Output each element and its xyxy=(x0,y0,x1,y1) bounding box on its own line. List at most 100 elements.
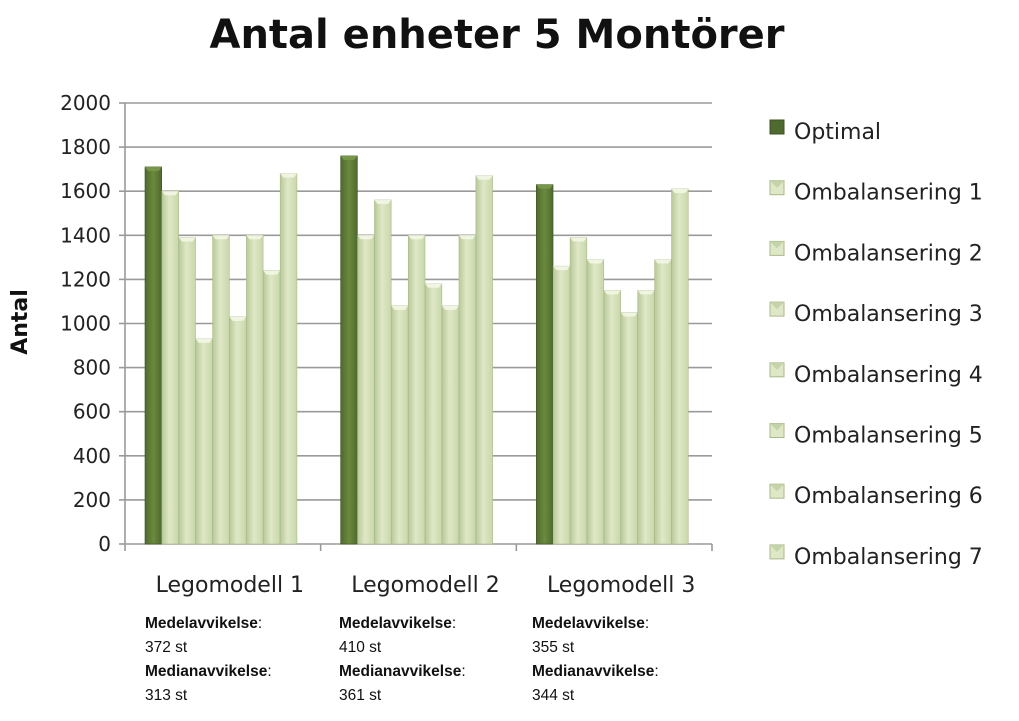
bar-ombalansering-3-legomodell-2 xyxy=(391,305,409,545)
y-tick-label: 1600 xyxy=(60,179,111,203)
bar-cap xyxy=(280,173,297,178)
bar-cap xyxy=(408,235,425,240)
mean-deviation-value: 355 st xyxy=(532,639,575,656)
bar-cap xyxy=(340,155,358,160)
bar-cap xyxy=(654,259,672,264)
bar-cap xyxy=(603,290,621,295)
mean-deviation-value: 410 st xyxy=(339,639,382,656)
bar-ombalansering-4-legomodell-3 xyxy=(603,290,621,545)
bar-cap xyxy=(442,305,459,310)
x-category-label: Legomodell 1 xyxy=(156,573,304,598)
y-tick-label: 1800 xyxy=(60,135,111,159)
legend-label: Ombalansering 5 xyxy=(794,424,983,449)
bar-ombalansering-7-legomodell-2 xyxy=(458,235,476,545)
bar-ombalansering-1-legomodell-1 xyxy=(161,190,179,545)
bar-ombalansering-6-legomodell-2 xyxy=(441,305,460,545)
mean-deviation-label: Medelavvikelse xyxy=(339,615,452,632)
legend-swatch-bevel xyxy=(770,544,784,552)
legend-swatch xyxy=(769,119,785,135)
bar-cap xyxy=(475,175,493,180)
bar-ombalansering-3-legomodell-1 xyxy=(195,338,213,545)
bar-ombalansering-6-legomodell-3 xyxy=(637,290,655,545)
bar-ombalansering-5-legomodell-2 xyxy=(424,283,443,545)
median-deviation-value: 313 st xyxy=(145,687,188,704)
y-tick-label: 0 xyxy=(98,532,111,556)
bar-ombalansering-2-legomodell-1 xyxy=(178,237,196,545)
mean-deviation-value: 372 st xyxy=(145,639,188,656)
stats-legomodell-3: Medelavvikelse: 355 st Medianavvikelse: … xyxy=(532,612,712,708)
bar-ombalansering-1-legomodell-2 xyxy=(357,235,375,545)
stats-legomodell-1: Medelavvikelse: 372 st Medianavvikelse: … xyxy=(145,612,325,708)
bar-cap xyxy=(620,312,638,317)
bar-optimal-legomodell-2 xyxy=(340,155,358,545)
bar-cap xyxy=(195,338,213,343)
legend-swatch-bevel xyxy=(770,362,784,370)
bar-cap xyxy=(458,235,476,240)
y-tick-label: 400 xyxy=(73,444,111,468)
mean-deviation-label: Medelavvikelse xyxy=(145,615,258,632)
bar-cap xyxy=(553,266,570,271)
x-category-label: Legomodell 3 xyxy=(547,573,695,598)
bar-optimal-legomodell-3 xyxy=(536,184,554,545)
y-tick-label: 600 xyxy=(73,400,111,424)
legend-swatch-bevel xyxy=(770,180,784,188)
legend-swatch-bevel xyxy=(770,423,784,431)
y-tick-label: 1000 xyxy=(60,312,111,336)
x-category-label: Legomodell 2 xyxy=(351,573,499,598)
legend-label: Ombalansering 3 xyxy=(794,302,983,327)
median-deviation-value: 361 st xyxy=(339,687,382,704)
bar-cap xyxy=(391,305,409,310)
legend-swatch-bevel xyxy=(770,241,784,249)
legend-swatch-bevel xyxy=(770,484,784,492)
legend-label: Ombalansering 1 xyxy=(794,181,983,206)
x-axis-categories: Legomodell 1 Legomodell 2 Legomodell 3 xyxy=(124,544,713,598)
legend-label: Ombalansering 7 xyxy=(794,545,983,570)
bar-cap xyxy=(212,235,230,240)
bar-ombalansering-6-legomodell-1 xyxy=(246,235,264,545)
bar-cap xyxy=(263,270,280,275)
bar-ombalansering-8-legomodell-2 xyxy=(475,175,493,545)
bar-cap xyxy=(145,166,162,171)
y-tick-label: 800 xyxy=(73,356,111,380)
bar-ombalansering-7-legomodell-1 xyxy=(262,270,281,545)
bar-ombalansering-2-legomodell-2 xyxy=(374,199,392,545)
legend-label: Ombalansering 6 xyxy=(794,484,983,509)
bar-cap xyxy=(671,188,689,193)
legend-label: Optimal xyxy=(794,120,881,145)
bar-ombalansering-1-legomodell-3 xyxy=(552,265,571,545)
median-deviation-value: 344 st xyxy=(532,687,575,704)
bar-ombalansering-5-legomodell-3 xyxy=(620,312,638,545)
legend-swatch-bevel xyxy=(770,302,784,310)
bar-ombalansering-4-legomodell-2 xyxy=(407,235,426,545)
bars xyxy=(144,155,689,545)
bar-cap xyxy=(637,290,655,295)
stats-legomodell-2: Medelavvikelse: 410 st Medianavvikelse: … xyxy=(339,612,519,708)
bar-cap xyxy=(587,259,604,264)
chart-title: Antal enheter 5 Montörer xyxy=(210,12,785,58)
y-axis-ticks: 0 200 400 600 800 1000 1200 1400 1600 1800 2000 xyxy=(60,91,126,556)
bar-ombalansering-8-legomodell-1 xyxy=(279,173,298,545)
bar-cap xyxy=(229,316,247,321)
bar-cap xyxy=(178,237,196,242)
bar-ombalansering-7-legomodell-3 xyxy=(654,259,672,545)
bar-cap xyxy=(161,191,179,196)
bar-cap xyxy=(246,235,264,240)
y-tick-label: 2000 xyxy=(60,91,111,115)
mean-deviation-label: Medelavvikelse xyxy=(532,615,645,632)
y-tick-label: 200 xyxy=(73,488,111,512)
median-deviation-label: Medianavvikelse xyxy=(532,663,655,680)
bar-ombalansering-3-legomodell-3 xyxy=(586,259,605,545)
bar-cap xyxy=(374,200,392,205)
bar-ombalansering-4-legomodell-1 xyxy=(212,235,230,545)
bar-cap xyxy=(570,237,587,242)
y-axis-label: Antal xyxy=(8,289,33,355)
bar-ombalansering-2-legomodell-3 xyxy=(569,237,588,545)
legend: Optimal Ombalansering 1 Ombalansering 2 Omb… xyxy=(769,119,983,570)
y-tick-label: 1200 xyxy=(60,267,111,291)
bar-optimal-legomodell-1 xyxy=(144,166,163,545)
bar-cap xyxy=(425,283,442,288)
y-tick-label: 1400 xyxy=(60,223,111,247)
bar-ombalansering-8-legomodell-3 xyxy=(671,188,689,545)
bar-cap xyxy=(357,235,375,240)
